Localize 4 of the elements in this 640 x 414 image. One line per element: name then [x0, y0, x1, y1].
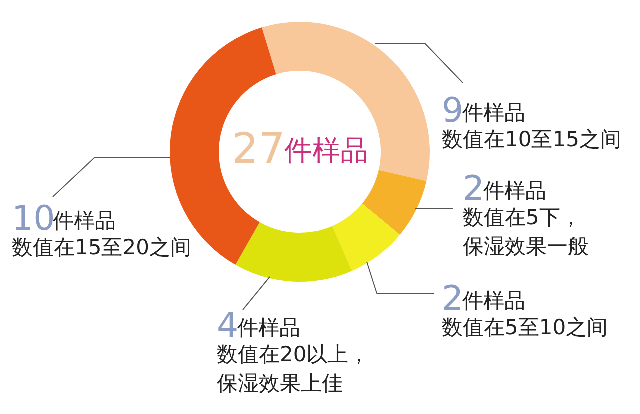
text: 27件样品	[232, 124, 368, 173]
donut-slice	[362, 170, 427, 235]
donut-slice	[236, 222, 352, 282]
donut-slice	[332, 204, 400, 272]
